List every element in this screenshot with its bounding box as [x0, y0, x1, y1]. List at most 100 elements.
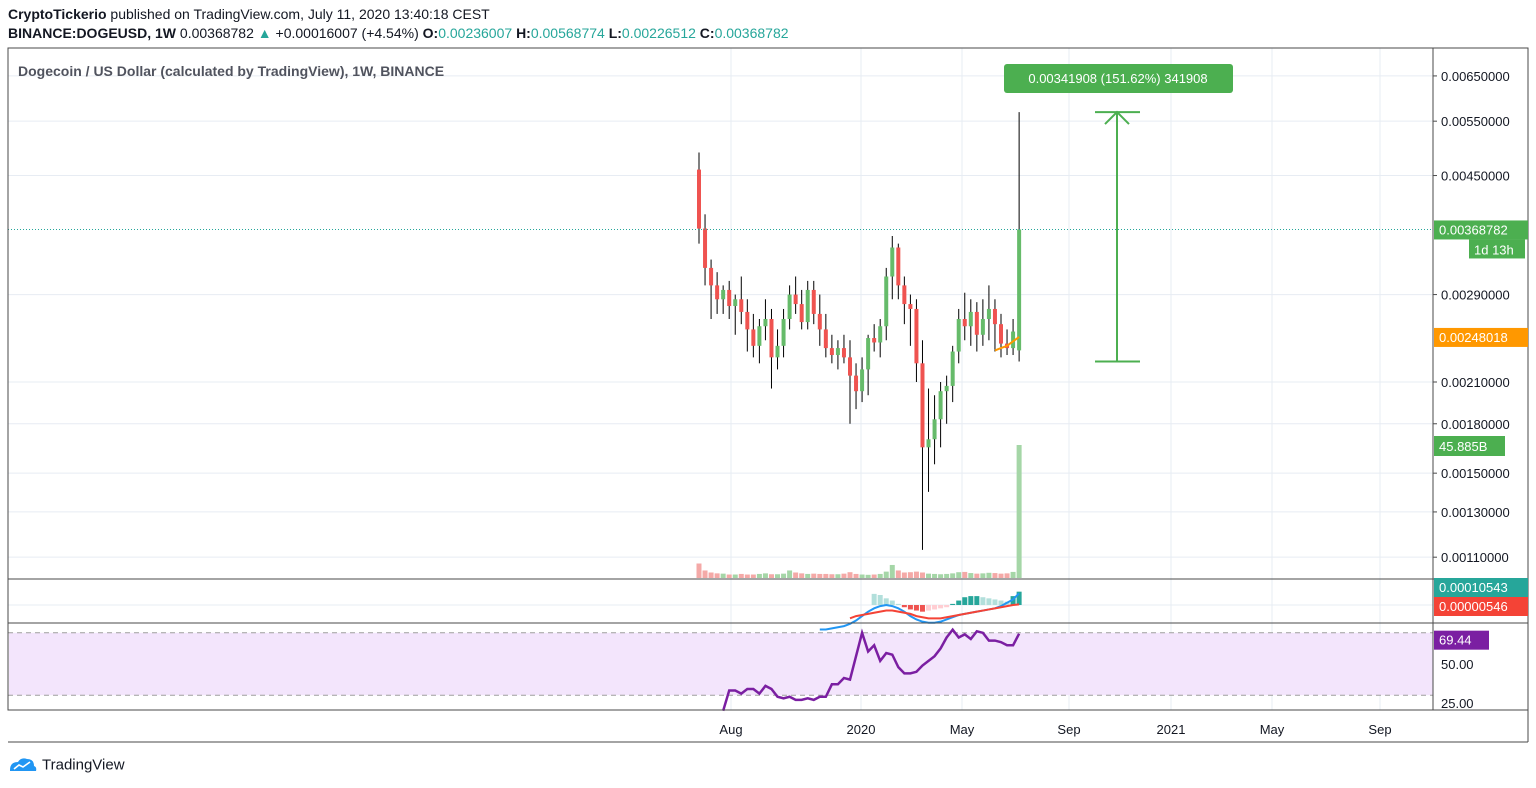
volume-bar — [865, 574, 871, 578]
signal-value-label-box — [1434, 597, 1528, 616]
macd-histogram-bar — [889, 600, 895, 605]
macd-histogram-bar — [932, 605, 938, 610]
ma-price-label: 0.00248018 — [1439, 330, 1508, 345]
candle-up — [1011, 331, 1016, 349]
volume-bar — [853, 573, 859, 578]
change-value: +0.00016007 (+4.54%) — [275, 25, 419, 41]
ohlc-bar: BINANCE:DOGEUSD, 1W 0.00368782 ▲ +0.0001… — [8, 25, 789, 41]
volume-bar — [913, 571, 919, 578]
tradingview-brand[interactable]: TradingView — [42, 756, 125, 774]
candle-down — [908, 304, 913, 309]
publisher-name[interactable]: CryptoTickerio — [8, 6, 107, 22]
macd-histogram-bar — [938, 605, 944, 609]
macd-histogram-bar — [871, 593, 877, 605]
volume-bar — [738, 573, 744, 578]
volume-bar — [750, 574, 756, 578]
volume-bar — [980, 573, 986, 578]
candle-down — [829, 348, 834, 356]
volume-bar — [877, 573, 883, 578]
price-tick-label: 0.00180000 — [1441, 417, 1510, 432]
overlays: 0.00341908 (151.62%) 341908 — [8, 64, 1433, 712]
candle-up — [890, 247, 895, 277]
volume-bar — [1010, 571, 1016, 578]
price-tick-label: 0.00650000 — [1441, 69, 1510, 84]
candle-down — [793, 294, 798, 305]
last-price-label: 0.00368782 — [1439, 222, 1508, 237]
candle-up — [805, 289, 810, 323]
volume-bar — [696, 563, 702, 578]
price-tick-label: 0.00110000 — [1441, 550, 1509, 565]
close-value: 0.00368782 — [714, 25, 789, 41]
volume-bar — [847, 572, 853, 578]
signal-value-label: 0.00000546 — [1439, 599, 1508, 614]
price-axis[interactable]: 0.00650000 0.00550000 0.00450000 0.00290000… — [1433, 69, 1528, 711]
countdown-label: 1d 13h — [1474, 242, 1514, 257]
volume-bars — [696, 445, 1022, 578]
volume-bar — [702, 570, 708, 578]
macd-histogram-bar — [980, 597, 986, 605]
candle-up — [878, 326, 883, 343]
price-tick-label: 0.00150000 — [1441, 466, 1510, 481]
tradingview-logo-icon[interactable] — [8, 756, 38, 774]
candle-down — [727, 289, 732, 307]
candle-down — [817, 313, 822, 330]
candle-up — [781, 318, 786, 346]
candle-up — [884, 276, 889, 327]
candle-up — [721, 289, 726, 300]
publish-text: published on TradingView.com, July 11, 2… — [106, 6, 490, 22]
candle-down — [709, 267, 714, 286]
candle-down — [697, 169, 701, 229]
candles[interactable] — [697, 112, 1022, 550]
volume-bar — [956, 572, 962, 578]
candle-down — [841, 348, 846, 358]
time-axis[interactable]: Aug 2020 May Sep 2021 May Sep — [719, 722, 1391, 737]
volume-bar — [714, 573, 720, 578]
macd-signal-line — [849, 603, 1020, 620]
chart-title: Dogecoin / US Dollar (calculated by Trad… — [18, 63, 444, 79]
candle-down — [854, 375, 859, 392]
macd-histogram-bar — [907, 605, 913, 610]
volume-bar — [883, 571, 889, 578]
candle-up — [775, 345, 780, 358]
macd-histogram-bar — [877, 595, 883, 605]
rsi-value-label-box — [1434, 630, 1489, 650]
macd-histogram-bar — [956, 600, 962, 605]
macd-histogram-bar — [950, 603, 956, 605]
volume-bar — [756, 573, 762, 578]
rsi-band — [8, 632, 1433, 696]
pane-borders — [7, 47, 1529, 743]
volume-bar — [708, 572, 714, 578]
candle-down — [751, 329, 756, 346]
volume-bar — [726, 574, 732, 578]
up-arrow-icon: ▲ — [257, 25, 272, 41]
last-price-label-box — [1434, 220, 1528, 240]
time-tick-label: Aug — [719, 722, 742, 737]
volume-bar — [859, 574, 865, 578]
volume-bar — [992, 573, 998, 578]
volume-bar — [787, 570, 793, 578]
time-tick-label: Sep — [1057, 722, 1080, 737]
candle-up — [860, 369, 865, 392]
macd-histogram-bar — [962, 597, 968, 605]
rsi-value-label: 69.44 — [1439, 633, 1472, 648]
price-tick-label: 0.00450000 — [1441, 169, 1510, 184]
time-tick-label: Sep — [1368, 722, 1391, 737]
macd-value-label: 0.00010543 — [1439, 580, 1508, 595]
volume-bar — [919, 572, 925, 578]
candle-down — [745, 311, 750, 330]
candle-down — [715, 285, 720, 300]
candle-down — [739, 299, 744, 312]
price-tick-label: 0.00290000 — [1441, 288, 1510, 303]
price-tick-label: 0.00210000 — [1441, 375, 1510, 390]
volume-bar — [732, 574, 738, 578]
candle-up — [986, 308, 991, 319]
volume-bar — [986, 572, 992, 578]
volume-label: 45.885B — [1439, 439, 1487, 454]
candle-down — [992, 308, 997, 325]
rsi-overbought-oversold-band — [9, 632, 1433, 696]
volume-bar — [926, 573, 932, 578]
countdown-box — [1469, 239, 1525, 259]
candle-up — [866, 338, 871, 370]
candle-up — [932, 419, 937, 440]
